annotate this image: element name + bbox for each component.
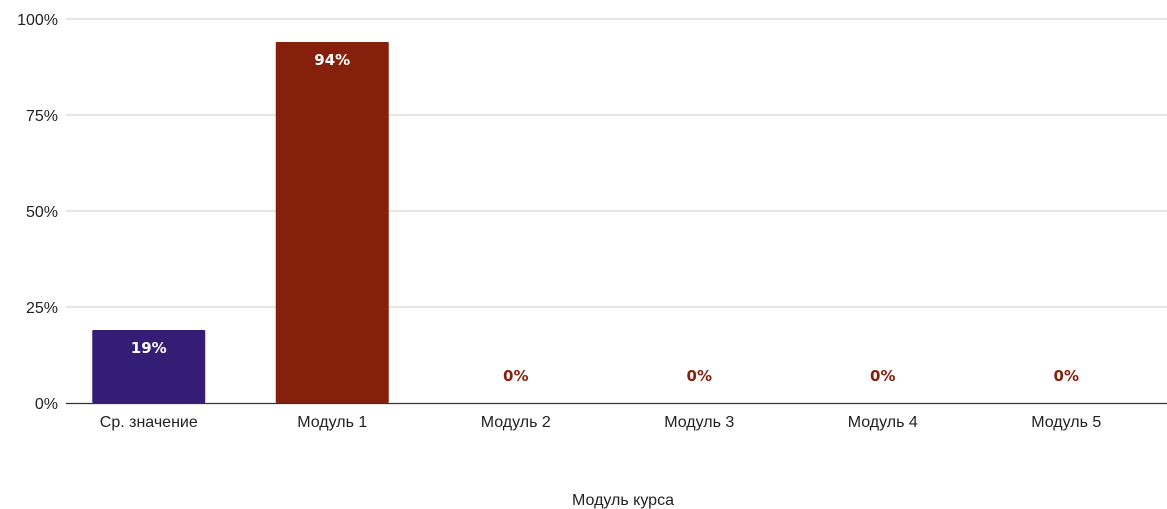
gridlines — [66, 18, 1167, 308]
y-axis-ticks: 0% 25% 50% 75% 100% — [17, 12, 58, 413]
x-axis-title: Модуль курса — [572, 492, 674, 509]
x-tick-label: Модуль 4 — [848, 414, 918, 431]
y-tick-label: 75% — [26, 108, 58, 125]
bars — [92, 42, 389, 403]
y-tick-label: 0% — [35, 396, 58, 413]
bar — [275, 42, 389, 403]
data-label: 0% — [870, 367, 895, 385]
bar — [92, 330, 206, 403]
data-label: 94% — [314, 51, 350, 69]
x-tick-label: Модуль 3 — [664, 414, 734, 431]
y-tick-label: 100% — [17, 12, 58, 29]
x-tick-label: Модуль 2 — [481, 414, 551, 431]
y-tick-label: 50% — [26, 204, 58, 221]
x-tick-label: Модуль 1 — [297, 414, 367, 431]
x-tick-label: Ср. значение — [100, 414, 198, 431]
x-axis-ticks: Ср. значение Модуль 1 Модуль 2 Модуль 3 Моду… — [100, 414, 1102, 431]
y-tick-label: 25% — [26, 300, 58, 317]
data-label: 0% — [1054, 367, 1079, 385]
data-label: 0% — [687, 367, 712, 385]
data-labels: 19% 94% 0% 0% 0% 0% — [131, 51, 1079, 385]
data-label: 0% — [503, 367, 528, 385]
data-label: 19% — [131, 339, 167, 357]
x-tick-label: Модуль 5 — [1031, 414, 1101, 431]
